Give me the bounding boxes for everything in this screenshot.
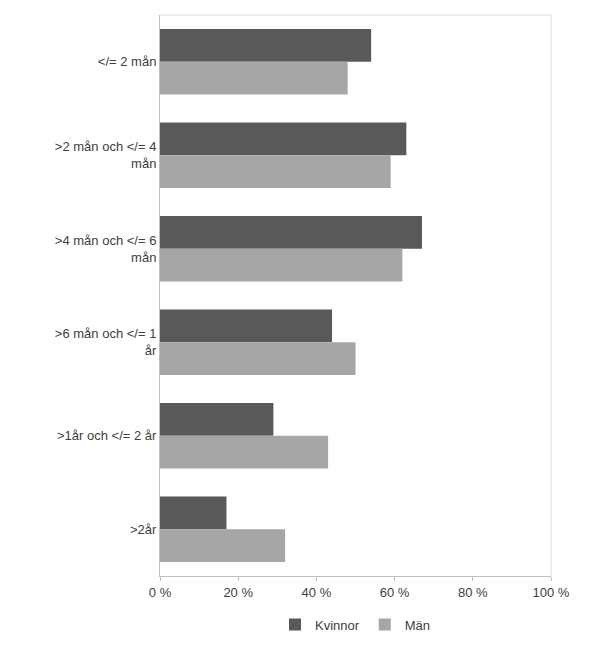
svg-text:>1år och </= 2 år: >1år och </= 2 år bbox=[57, 428, 157, 443]
svg-text:>6 mån och </= 1år: >6 mån och </= 1år bbox=[55, 326, 157, 358]
svg-text:20 %: 20 % bbox=[223, 585, 253, 600]
svg-text:>2år: >2år bbox=[130, 522, 157, 537]
svg-text:100 %: 100 % bbox=[533, 585, 570, 600]
svg-text:60 %: 60 % bbox=[380, 585, 410, 600]
svg-text:</= 2 mån: </= 2 mån bbox=[98, 54, 157, 69]
svg-text:80 %: 80 % bbox=[458, 585, 488, 600]
svg-text:0 %: 0 % bbox=[149, 585, 172, 600]
svg-text:Kvinnor: Kvinnor bbox=[315, 618, 360, 633]
svg-text:40 %: 40 % bbox=[302, 585, 332, 600]
svg-text:Män: Män bbox=[405, 618, 430, 633]
svg-text:>4 mån och </= 6mån: >4 mån och </= 6mån bbox=[55, 233, 157, 265]
svg-text:>2 mån och </= 4mån: >2 mån och </= 4mån bbox=[55, 139, 157, 171]
